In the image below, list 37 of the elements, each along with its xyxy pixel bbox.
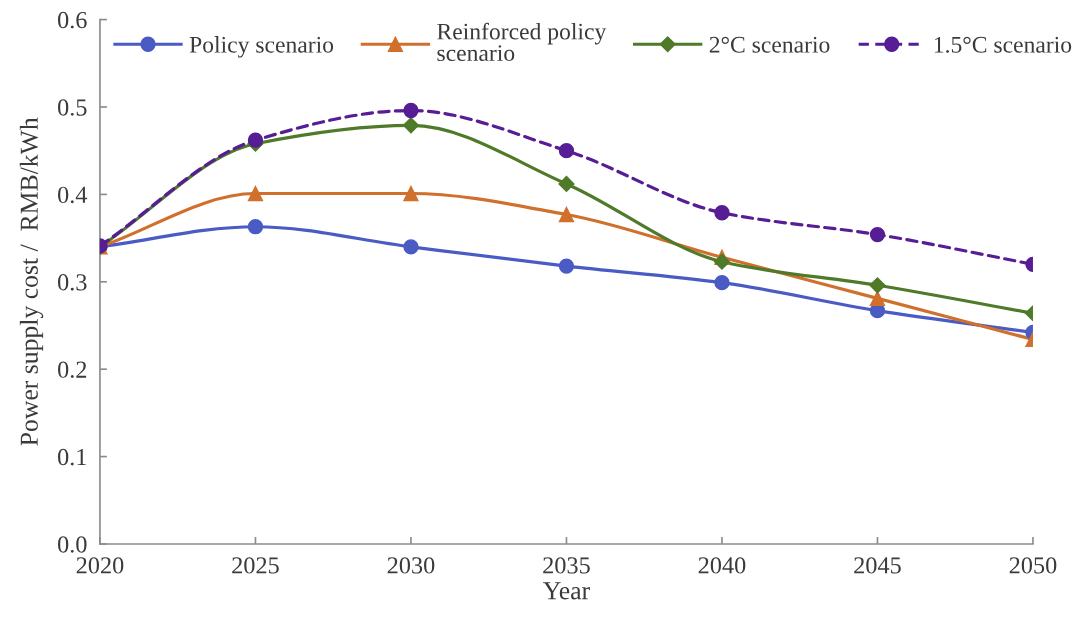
point (247, 132, 264, 148)
y-tick-label: 0.0 (58, 536, 87, 553)
point (869, 290, 886, 307)
point (558, 258, 575, 274)
legend-label: Policy scenario (189, 36, 334, 58)
legend-label: Reinforced policy scenario (437, 22, 607, 62)
legend-label: 2°C scenario (709, 36, 830, 53)
x-tick-label: 2045 (854, 557, 901, 574)
x-tick-label: 2030 (387, 557, 435, 574)
y-axis-title: Power supply cost / RMB/kWh (19, 117, 44, 446)
point (558, 175, 575, 192)
y-tick-label: 0.2 (58, 361, 87, 378)
point (403, 239, 419, 255)
point (247, 219, 264, 235)
point (402, 117, 420, 134)
y-tick-label: 0.1 (58, 448, 86, 466)
y-tick-label: 0.4 (58, 186, 88, 204)
point (247, 185, 264, 202)
y-tick-label: 0.5 (58, 99, 87, 116)
x-tick-label: 2025 (232, 557, 279, 574)
point (714, 205, 730, 221)
point (869, 277, 886, 294)
x-tick-label: 2035 (543, 557, 590, 574)
y-tick-label: 0.6 (58, 11, 87, 29)
point (714, 275, 730, 291)
point (558, 143, 575, 159)
legend-label: 1.5°C scenario (934, 36, 1072, 53)
y-tick-label: 0.3 (58, 274, 87, 291)
point (713, 253, 731, 270)
x-tick-label: 2040 (698, 557, 746, 574)
x-tick-label: 2020 (76, 557, 124, 574)
x-axis-title: Year (543, 582, 590, 600)
point (869, 226, 886, 243)
x-tick-label: 2050 (1009, 557, 1057, 574)
point (403, 185, 419, 202)
point (403, 102, 419, 119)
point (558, 206, 575, 223)
